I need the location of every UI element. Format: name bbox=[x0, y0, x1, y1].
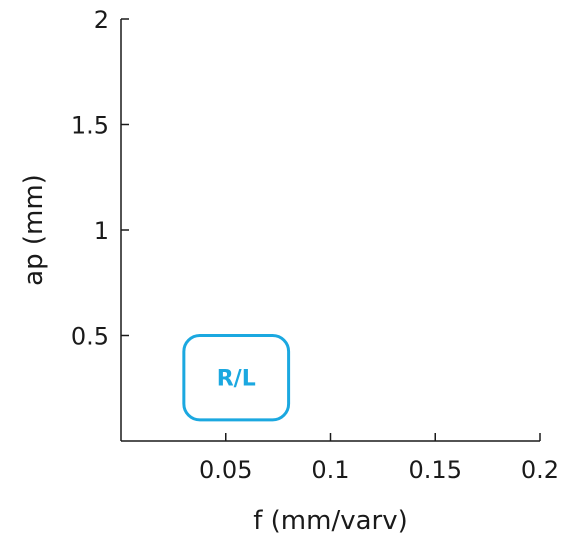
x-axis-title: f (mm/varv) bbox=[253, 506, 408, 536]
y-axis-title: ap (mm) bbox=[19, 174, 49, 286]
y-tick-label: 0.5 bbox=[71, 323, 109, 351]
region-box bbox=[182, 334, 291, 422]
x-tick-label: 0.1 bbox=[311, 456, 349, 484]
y-ticks: 0.5 1 1.5 2 bbox=[71, 6, 129, 351]
region-label: R/L bbox=[217, 367, 256, 392]
x-tick-label: 0.15 bbox=[409, 456, 462, 484]
regions: R/L bbox=[182, 334, 291, 422]
x-tick-label: 0.05 bbox=[199, 456, 252, 484]
x-tick-label: 0.2 bbox=[521, 456, 559, 484]
y-tick-label: 1 bbox=[94, 217, 109, 245]
x-ticks: 0.05 0.1 0.15 0.2 bbox=[199, 433, 559, 484]
y-tick-label: 2 bbox=[94, 6, 109, 34]
y-tick-label: 1.5 bbox=[71, 112, 109, 140]
